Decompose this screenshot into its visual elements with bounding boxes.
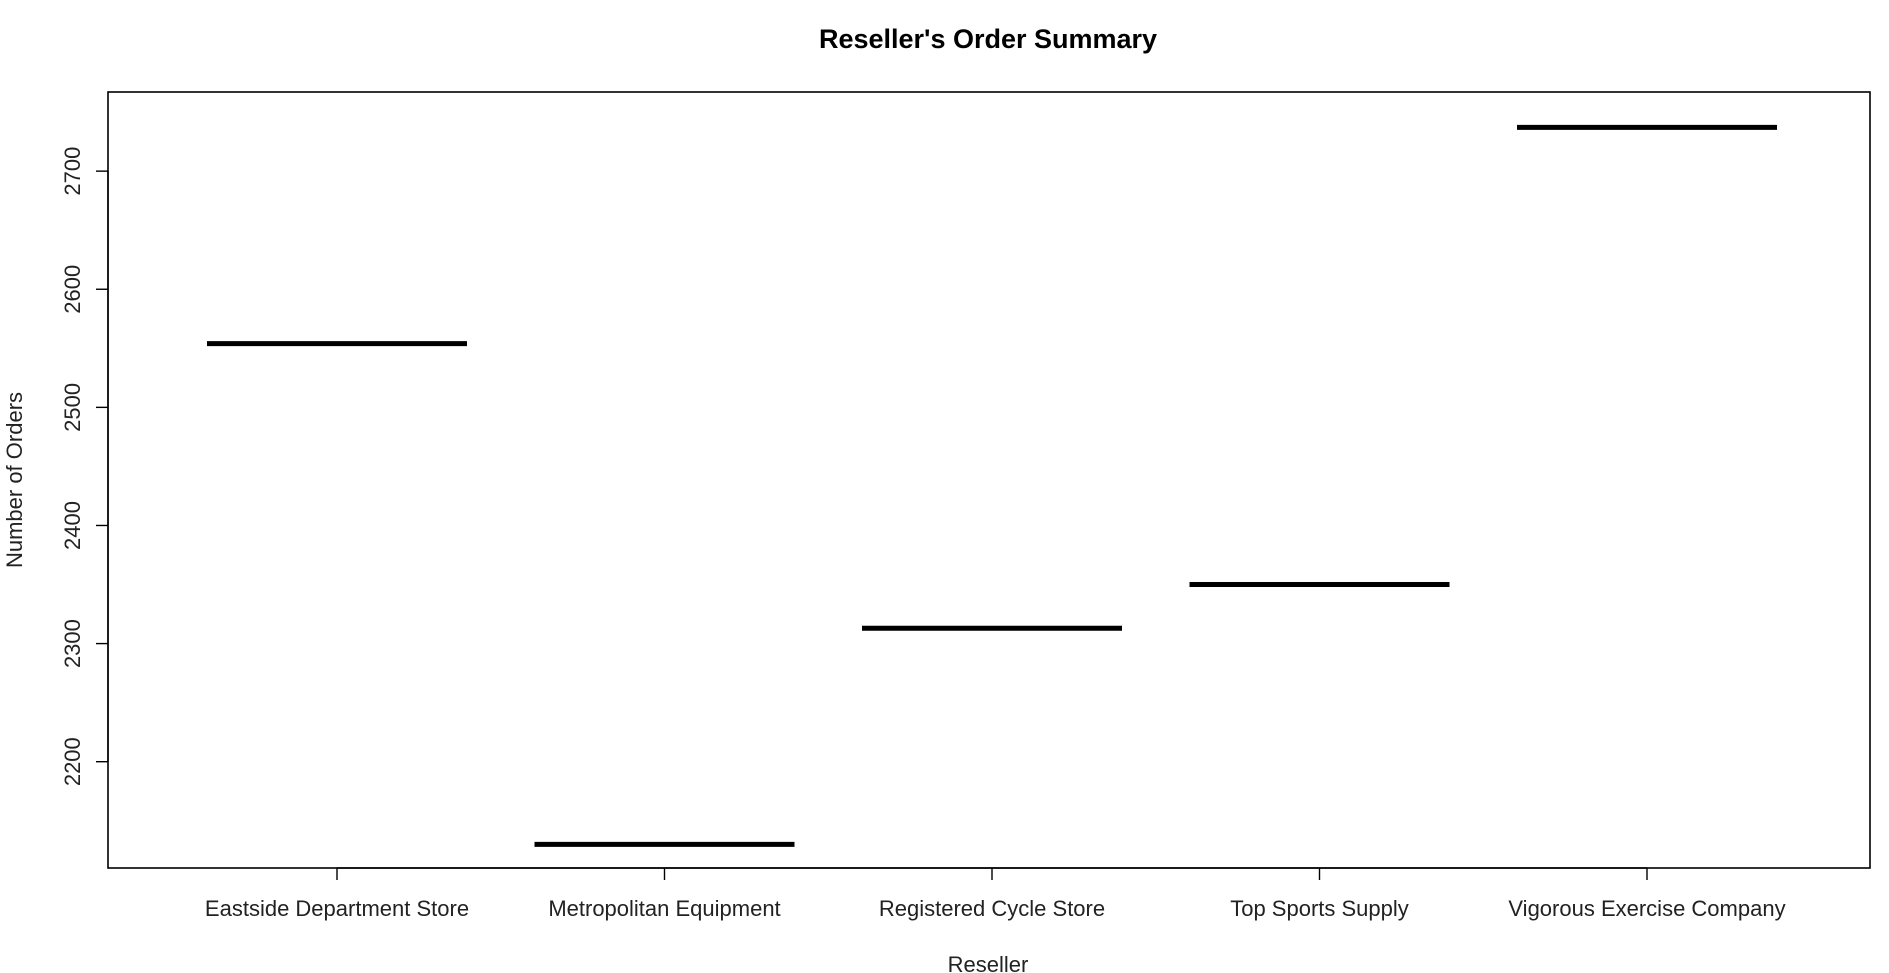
x-tick-label: Top Sports Supply	[1230, 896, 1409, 921]
x-tick-label: Registered Cycle Store	[879, 896, 1105, 921]
y-axis: 2200 2300 2400 2500 2600 2700	[60, 147, 109, 786]
y-tick-label: 2600	[60, 265, 85, 314]
y-tick-label: 2300	[60, 619, 85, 668]
x-tick-label: Metropolitan Equipment	[548, 896, 780, 921]
x-tick-label: Eastside Department Store	[205, 896, 469, 921]
x-axis-label: Reseller	[948, 952, 1029, 973]
y-tick-label: 2500	[60, 383, 85, 432]
y-tick-label: 2700	[60, 147, 85, 196]
y-tick-label: 2200	[60, 737, 85, 786]
plot-area-frame	[107, 91, 1871, 869]
chart-title: Reseller's Order Summary	[819, 24, 1157, 54]
data-marks	[207, 124, 1777, 847]
x-tick-label: Vigorous Exercise Company	[1508, 896, 1785, 921]
y-tick-label: 2400	[60, 501, 85, 550]
x-axis: Eastside Department Store Metropolitan Eq…	[205, 867, 1786, 921]
y-axis-label: Number of Orders	[2, 392, 27, 568]
